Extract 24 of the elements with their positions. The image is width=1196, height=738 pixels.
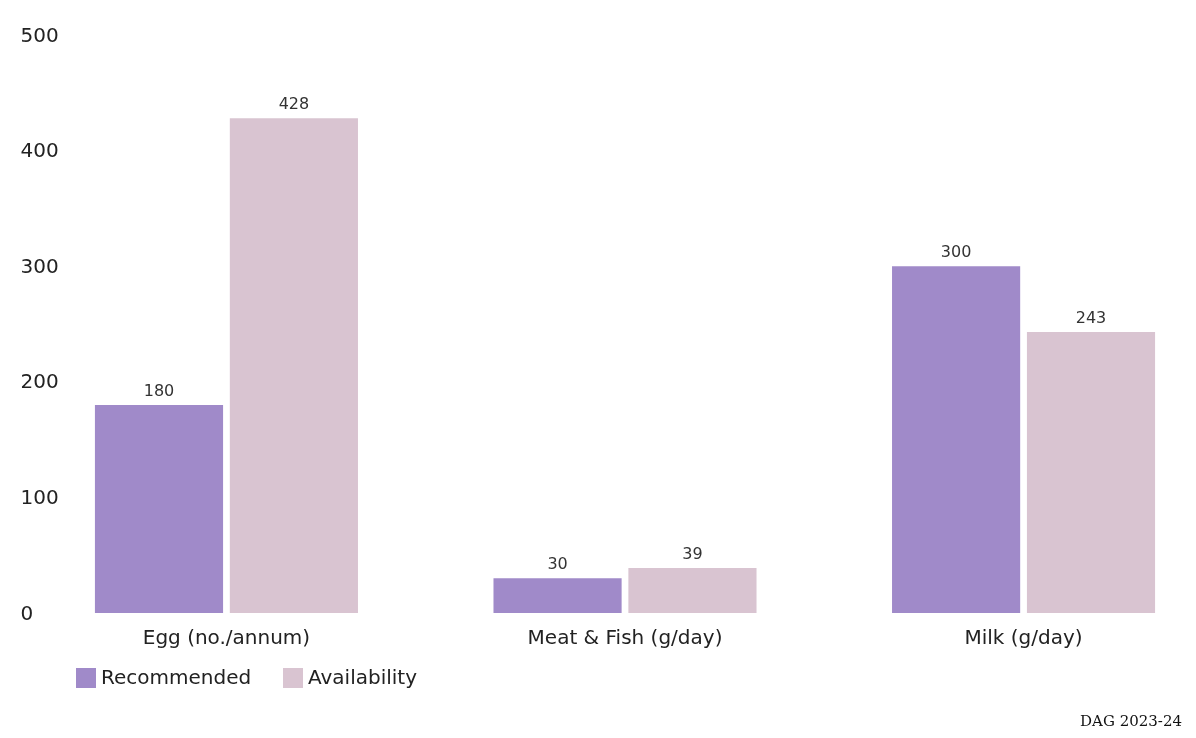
data-label: 180 <box>143 380 175 400</box>
text: DAG 2023-24 <box>1080 712 1182 730</box>
bar <box>1026 332 1156 613</box>
x-tick-label: Egg (no./annum) <box>142 624 311 649</box>
data-label: 243 <box>1075 308 1107 328</box>
y-tick-label: 500 <box>20 22 59 47</box>
bar <box>892 266 1021 613</box>
bar <box>229 118 358 613</box>
bar <box>628 567 757 613</box>
data-label: 30 <box>547 554 568 574</box>
y-tick-label: 100 <box>20 484 59 509</box>
bar <box>493 578 622 613</box>
y-tick-label: 200 <box>20 369 59 394</box>
data-label: 300 <box>940 242 972 262</box>
x-tick-label: Milk (g/day) <box>964 624 1083 649</box>
y-tick-label: 300 <box>20 253 59 278</box>
legend-label: Recommended <box>101 665 252 689</box>
y-tick-label: 400 <box>20 138 59 163</box>
data-label: 428 <box>278 94 310 114</box>
x-tick-label: Meat & Fish (g/day) <box>527 624 723 649</box>
y-tick-label: 0 <box>20 600 34 625</box>
data-label: 39 <box>682 543 703 563</box>
bar <box>94 404 224 613</box>
legend-label: Availability <box>308 665 418 689</box>
